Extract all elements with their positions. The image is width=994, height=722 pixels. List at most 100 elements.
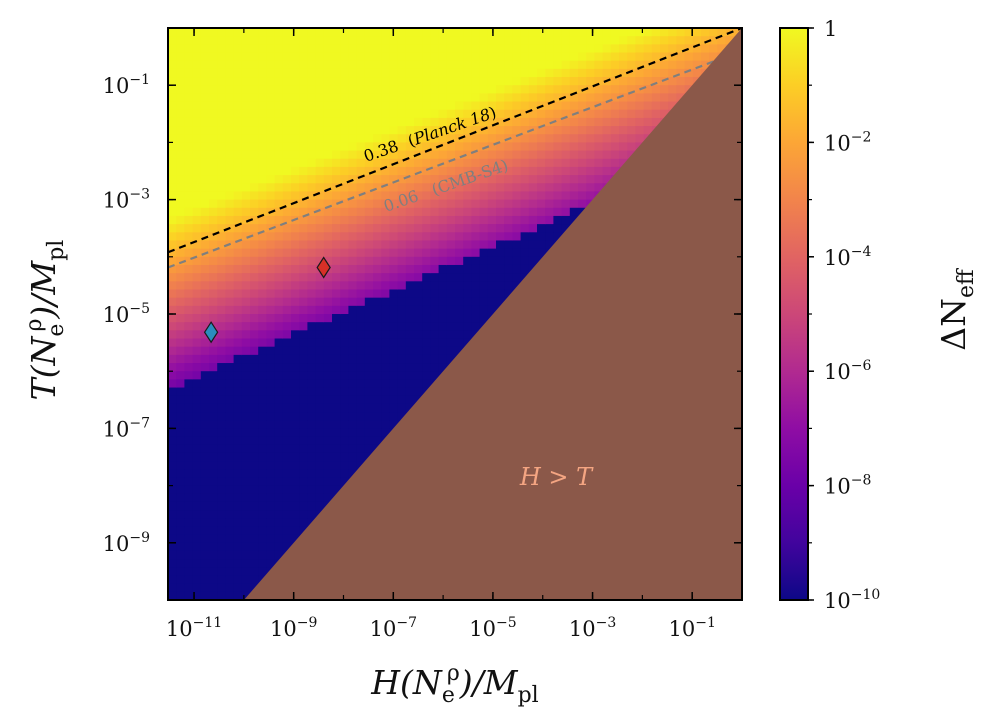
heatmap-cell [332,387,341,397]
heatmap-cell [430,52,440,62]
heatmap-cell [479,264,489,274]
heatmap-cell [241,412,251,421]
heatmap-cell [455,36,464,45]
heatmap-cell [241,158,251,168]
heatmap-cell [414,224,423,233]
heatmap-cell [602,166,612,176]
heatmap-cell [332,281,341,291]
heatmap-cell [282,452,292,462]
heatmap-cell [200,379,210,389]
heatmap-cell [553,60,563,70]
heatmap-cell [422,264,431,274]
heatmap-cell [635,134,645,143]
heatmap-cell [455,264,464,274]
heatmap-cell [668,93,677,103]
heatmap-cell [405,52,415,62]
heatmap-cell [578,109,587,119]
heatmap-cell [586,36,595,45]
heatmap-cell [332,215,341,225]
heatmap-cell [241,52,251,62]
heatmap-cell [250,330,259,340]
heatmap-cell [176,559,185,568]
heatmap-cell [217,403,226,413]
heatmap-cell [405,134,415,143]
heatmap-cell [299,493,308,503]
heatmap-cell [496,68,505,78]
heatmap-cell [266,346,276,356]
heatmap-cell [299,256,308,266]
heatmap-cell [176,166,185,176]
heatmap-cell [553,77,563,86]
heatmap-cell [397,289,407,299]
heatmap-cell [233,534,243,544]
heatmap-cell [176,379,185,389]
heatmap-cell [701,60,710,70]
heatmap-cell [422,52,431,62]
heatmap-cell [200,158,210,168]
heatmap-cell [594,117,604,127]
heatmap-cell [340,117,349,127]
heatmap-cell [315,412,325,421]
heatmap-cell [381,134,390,143]
heatmap-cell [463,150,472,160]
heatmap-cell [414,240,423,250]
heatmap-cell [586,52,595,62]
heatmap-cell [233,338,243,348]
heatmap-cell [569,101,579,111]
heatmap-cell [266,387,276,397]
heatmap-cell [602,134,612,143]
heatmap-cell [184,68,194,78]
heatmap-cell [225,510,235,519]
heatmap-cell [241,550,251,560]
heatmap-cell [537,248,546,258]
heatmap-cell [332,142,341,152]
heatmap-cell [176,322,185,331]
heatmap-cell [217,469,226,479]
heatmap-cell [340,224,349,233]
heatmap-cell [397,330,407,340]
heatmap-cell [225,330,235,340]
heatmap-cell [660,28,669,37]
heatmap-cell [307,338,317,348]
heatmap-cell [463,126,472,135]
y-tick-label: 10−5 [103,301,150,327]
heatmap-cell [184,534,194,544]
heatmap-cell [176,542,185,552]
heatmap-cell [561,175,571,184]
heatmap-cell [471,36,481,45]
heatmap-cell [364,224,374,233]
heatmap-cell [504,36,513,45]
heatmap-cell [184,493,194,503]
heatmap-cell [176,150,185,160]
heatmap-cell [684,68,694,78]
heatmap-cell [209,175,218,184]
heatmap-cell [168,273,177,282]
heatmap-cell [397,183,407,193]
heatmap-cell [291,273,300,282]
heatmap-cell [594,28,604,37]
heatmap-cell [225,264,235,274]
heatmap-cell [258,314,267,323]
heatmap-cell [635,93,645,103]
heatmap-cell [291,224,300,233]
heatmap-cell [545,134,554,143]
heatmap-cell [184,338,194,348]
heatmap-cell [430,101,440,111]
heatmap-cell [348,232,358,242]
heatmap-cell [200,175,210,184]
heatmap-cell [200,403,210,413]
heatmap-cell [266,338,276,348]
heatmap-cell [299,224,308,233]
heatmap-cell [225,101,235,111]
heatmap-cell [307,420,317,429]
heatmap-cell [250,452,259,462]
heatmap-cell [241,559,251,568]
heatmap-cell [405,60,415,70]
heatmap-cell [348,420,358,429]
heatmap-cell [496,166,505,176]
heatmap-cell [487,77,497,86]
heatmap-cell [430,232,440,242]
heatmap-cell [299,207,308,217]
heatmap-cell [307,256,317,266]
heatmap-cell [209,510,218,519]
